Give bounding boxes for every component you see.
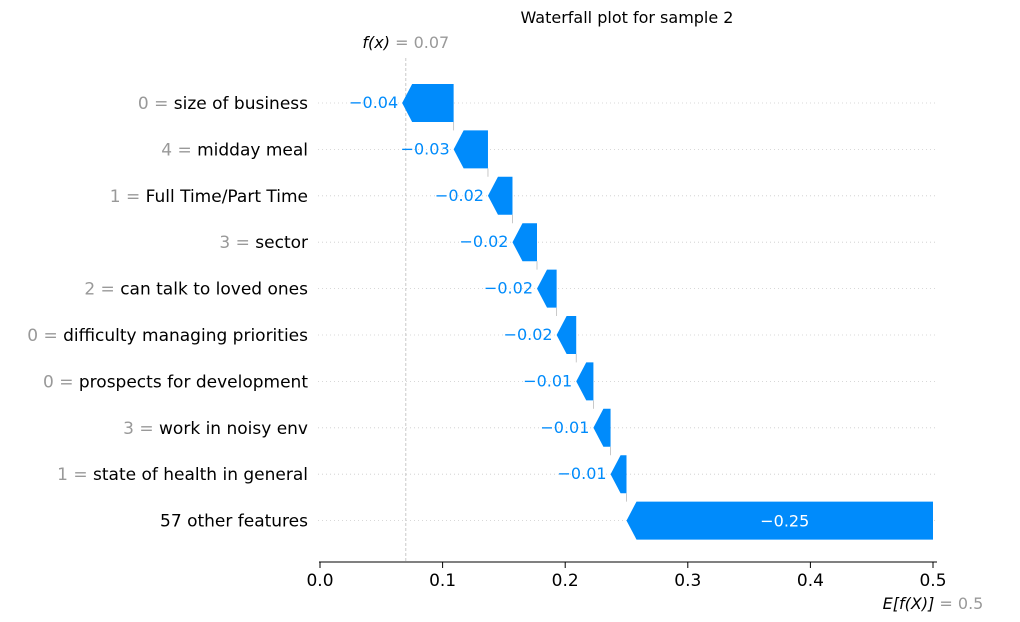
feature-name: size of business <box>168 94 308 114</box>
fx-name: f(x) <box>362 33 390 52</box>
fx-label: f(x) = 0.07 <box>362 33 449 52</box>
feature-label: 3 = sector <box>219 233 308 253</box>
bar-value-label: −0.02 <box>435 186 484 205</box>
x-tick-label: 0.5 <box>919 571 946 591</box>
contribution-bar <box>556 316 577 354</box>
feature-name: difficulty managing priorities <box>58 326 308 346</box>
feature-label: 4 = midday meal <box>161 140 308 160</box>
contribution-bar <box>453 130 488 169</box>
feature-label: 57 other features <box>160 512 308 532</box>
chart-title: Waterfall plot for sample 2 <box>521 8 734 27</box>
efx-label: E[f(X)] = 0.5 <box>883 594 984 613</box>
fx-value: = 0.07 <box>390 33 449 52</box>
contribution-bar <box>626 501 933 540</box>
feature-value: 0 = <box>27 326 57 346</box>
x-tick-label: 0.2 <box>552 571 579 591</box>
fx-marker: f(x) = 0.07 <box>362 33 449 52</box>
feature-value: 0 = <box>43 372 73 392</box>
bar-value-label: −0.03 <box>401 139 450 158</box>
feature-value: 1 = <box>110 187 140 207</box>
feature-value: 0 = <box>138 94 168 114</box>
feature-label: 2 = can talk to loved ones <box>84 280 308 300</box>
contribution-bar <box>487 176 513 215</box>
feature-name: sector <box>250 233 308 253</box>
contribution-bar <box>576 362 594 401</box>
feature-value: 1 = <box>57 465 87 485</box>
x-tick-label: 0.1 <box>429 571 456 591</box>
feature-label: 3 = work in noisy env <box>123 419 308 439</box>
bar-value-label: −0.01 <box>540 418 589 437</box>
contribution-bar <box>402 84 454 122</box>
feature-name: prospects for development <box>73 372 308 392</box>
feature-name: state of health in general <box>88 465 308 485</box>
efx-value: = 0.5 <box>934 594 983 613</box>
feature-name: can talk to loved ones <box>115 280 308 300</box>
efx-name: E[f(X)] <box>883 594 935 613</box>
feature-value: 3 = <box>219 233 249 253</box>
contribution-bar <box>512 223 538 262</box>
feature-label: 0 = difficulty managing priorities <box>27 326 308 346</box>
contribution-bar <box>537 269 557 308</box>
contribution-bar <box>610 455 627 494</box>
bar-value-label: −0.01 <box>558 464 607 483</box>
efx-marker: E[f(X)] = 0.5 <box>883 594 984 613</box>
x-axis: 0.0 0.1 0.2 0.3 0.4 0.5 <box>306 561 947 591</box>
bar-value-label: −0.02 <box>484 279 533 298</box>
bar-value-label: −0.25 <box>760 512 809 531</box>
x-tick-label: 0.4 <box>797 571 824 591</box>
feature-name: 57 other features <box>160 512 308 532</box>
x-tick-label: 0.0 <box>306 571 333 591</box>
contribution-bar <box>593 408 611 447</box>
bar-value-label: −0.02 <box>459 232 508 251</box>
feature-label: 0 = size of business <box>138 94 308 114</box>
feature-value: 4 = <box>161 140 191 160</box>
feature-name: work in noisy env <box>154 419 308 439</box>
feature-label: 0 = prospects for development <box>43 372 308 392</box>
feature-name: midday meal <box>192 140 308 160</box>
x-tick-label: 0.3 <box>674 571 701 591</box>
feature-name: Full Time/Part Time <box>140 187 308 207</box>
bar-value-label: −0.02 <box>504 325 553 344</box>
feature-label: 1 = state of health in general <box>57 465 308 485</box>
feature-label: 1 = Full Time/Part Time <box>110 187 308 207</box>
feature-value: 2 = <box>84 280 114 300</box>
feature-value: 3 = <box>123 419 153 439</box>
bar-value-label: −0.01 <box>523 371 572 390</box>
bar-value-label: −0.04 <box>349 93 398 112</box>
